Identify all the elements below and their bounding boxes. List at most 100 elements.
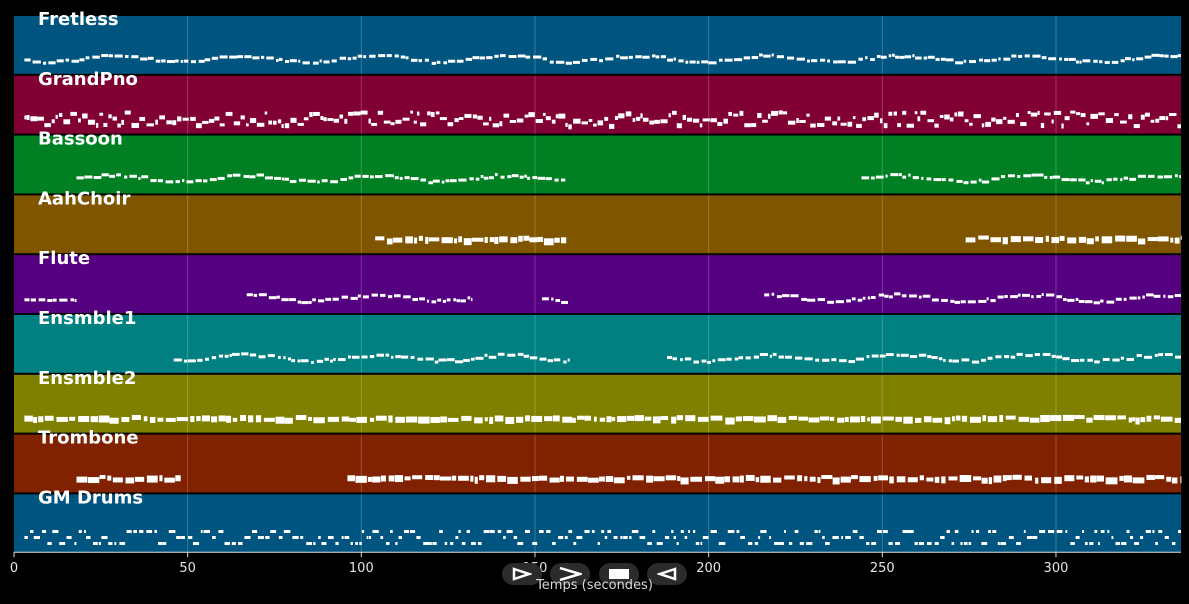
note-mark [240, 415, 247, 422]
note-mark [845, 536, 851, 540]
note-mark [676, 415, 684, 421]
note-mark [609, 123, 615, 129]
play-outline-icon [512, 567, 532, 581]
note-mark [1090, 113, 1098, 119]
note-mark [297, 300, 302, 304]
note-mark [511, 174, 519, 178]
note-mark [878, 293, 885, 297]
note-mark [173, 358, 182, 362]
note-mark [428, 237, 440, 242]
note-mark [1121, 542, 1127, 546]
note-mark [431, 61, 437, 65]
note-mark [448, 59, 456, 63]
note-mark [561, 300, 569, 304]
note-mark [804, 476, 808, 482]
note-mark [414, 237, 418, 244]
note-mark [65, 58, 70, 62]
note-mark [1154, 353, 1158, 357]
note-mark [1135, 417, 1140, 425]
note-mark [347, 475, 355, 482]
note-mark [369, 355, 375, 359]
note-mark [1132, 417, 1136, 422]
note-mark [702, 536, 709, 540]
note-mark [806, 542, 813, 546]
note-mark [338, 358, 346, 362]
note-mark [323, 60, 330, 64]
note-mark [306, 542, 313, 546]
stop-icon [609, 569, 629, 579]
note-mark [990, 299, 996, 303]
note-mark [458, 236, 463, 243]
note-mark [340, 177, 347, 181]
note-mark [453, 298, 457, 302]
note-mark [1165, 116, 1169, 121]
note-mark [1018, 54, 1023, 58]
note-mark [149, 416, 156, 423]
note-mark [727, 530, 735, 534]
note-mark [456, 299, 461, 303]
note-mark [441, 237, 453, 244]
note-mark [161, 59, 166, 63]
note-mark [321, 542, 327, 546]
note-mark [131, 122, 140, 128]
note-mark [576, 536, 583, 540]
note-mark [712, 359, 716, 363]
note-mark [607, 530, 612, 534]
note-mark [1006, 475, 1012, 481]
note-mark [886, 353, 894, 357]
note-mark [981, 123, 985, 128]
note-mark [702, 118, 710, 122]
note-mark [1041, 477, 1052, 484]
note-mark [1012, 474, 1022, 480]
note-mark [325, 297, 332, 301]
note-mark [249, 353, 257, 357]
note-mark [458, 530, 461, 534]
rewind-button[interactable] [647, 563, 687, 585]
note-mark [47, 542, 52, 546]
note-mark [98, 415, 110, 423]
note-mark [1064, 116, 1070, 121]
note-mark [201, 415, 211, 422]
stop-button[interactable] [599, 563, 639, 585]
note-mark [458, 116, 464, 120]
forward-button[interactable] [550, 563, 590, 585]
note-mark [1051, 119, 1054, 124]
note-mark [1027, 111, 1031, 115]
note-mark [544, 416, 553, 422]
note-mark [391, 355, 394, 359]
note-mark [572, 60, 580, 64]
note-mark [297, 122, 304, 126]
note-mark [762, 119, 768, 123]
note-mark [440, 416, 448, 423]
note-mark [405, 56, 409, 60]
note-mark [1062, 414, 1075, 421]
note-mark [86, 536, 91, 540]
note-mark [551, 119, 556, 124]
note-mark [625, 111, 632, 117]
note-mark [827, 59, 831, 63]
note-mark [183, 359, 188, 363]
note-mark [146, 123, 154, 127]
note-mark [1132, 58, 1135, 62]
note-mark [870, 416, 881, 424]
note-mark [1010, 236, 1021, 243]
note-mark [1036, 294, 1042, 298]
note-mark [256, 173, 265, 177]
note-mark [549, 60, 554, 64]
note-mark [357, 54, 363, 58]
note-mark [275, 58, 279, 62]
note-mark [988, 530, 991, 534]
note-mark [948, 359, 952, 363]
note-mark [1125, 57, 1131, 61]
play-button[interactable] [502, 563, 542, 585]
note-mark [949, 117, 954, 122]
note-mark [416, 111, 420, 116]
note-mark [545, 177, 552, 181]
note-mark [1133, 124, 1140, 129]
note-mark [753, 355, 759, 359]
note-mark [642, 55, 650, 59]
note-mark [455, 536, 459, 540]
note-mark [241, 352, 249, 356]
note-mark [918, 353, 927, 357]
